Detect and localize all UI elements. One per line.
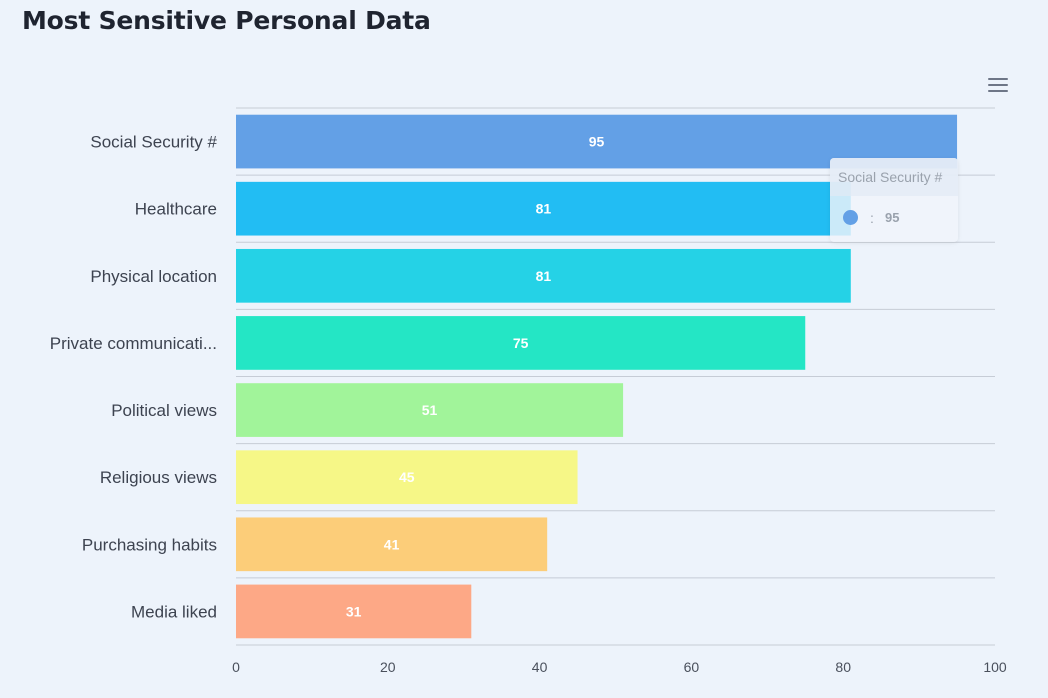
bar-value-label: 81: [536, 201, 552, 217]
x-tick-label: 20: [380, 659, 396, 675]
category-label: Media liked: [131, 602, 217, 621]
x-tick-label: 80: [835, 659, 851, 675]
tooltip-series-dot: [843, 210, 858, 225]
category-label: Social Security #: [90, 133, 217, 152]
category-label: Political views: [111, 401, 217, 420]
x-tick-label: 40: [532, 659, 548, 675]
bar[interactable]: [236, 181, 851, 236]
tooltip-value: 95: [885, 210, 900, 225]
bar-value-label: 45: [399, 469, 415, 485]
bar[interactable]: [236, 316, 806, 370]
bar-value-label: 41: [384, 536, 400, 552]
x-tick-label: 0: [232, 659, 240, 675]
bar-value-label: 95: [589, 134, 605, 150]
bar[interactable]: [236, 450, 578, 505]
category-label: Private communicati...: [50, 334, 217, 353]
bar[interactable]: [236, 248, 851, 303]
bar[interactable]: [236, 383, 624, 437]
bar-value-label: 75: [513, 335, 529, 351]
category-label: Purchasing habits: [82, 535, 217, 554]
chart-title: Most Sensitive Personal Data: [22, 6, 431, 35]
tooltip-category: Social Security #: [830, 158, 958, 196]
x-tick-label: 100: [983, 659, 1007, 675]
tooltip-separator: :: [870, 210, 874, 226]
category-label: Physical location: [90, 267, 217, 286]
chart-tooltip: Social Security # : 95: [830, 158, 958, 242]
bar-value-label: 51: [422, 402, 438, 418]
category-label: Healthcare: [135, 200, 217, 219]
bar[interactable]: [236, 584, 472, 639]
bar-value-label: 31: [346, 603, 362, 619]
x-tick-label: 60: [684, 659, 700, 675]
bar[interactable]: [236, 517, 548, 572]
hamburger-menu-icon[interactable]: [988, 78, 1008, 94]
category-label: Religious views: [100, 468, 217, 487]
bar-value-label: 81: [536, 268, 552, 284]
